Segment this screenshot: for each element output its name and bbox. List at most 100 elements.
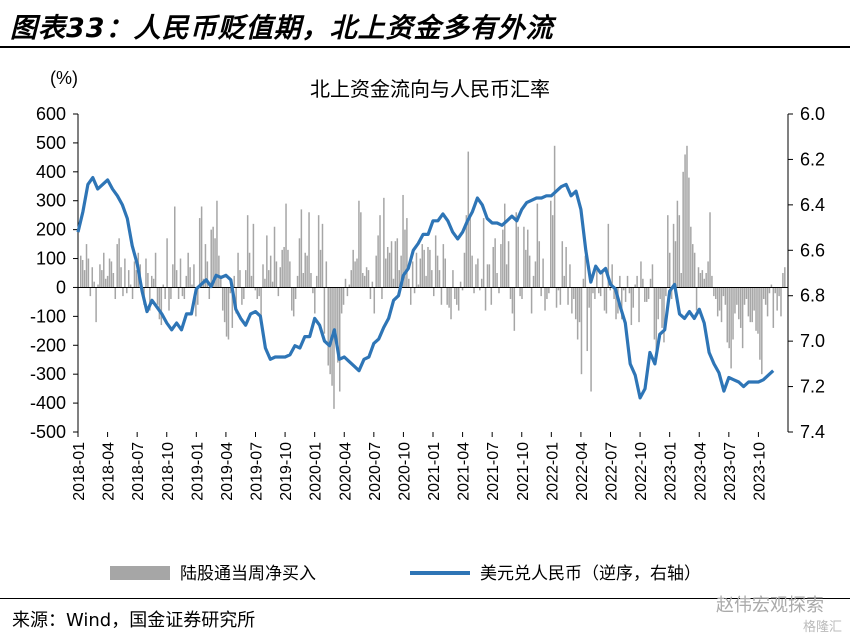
left-tick-label: 300: [36, 191, 66, 211]
bar: [352, 249, 354, 288]
bar: [555, 287, 558, 308]
bar: [281, 249, 283, 288]
bar: [513, 287, 516, 331]
bar: [377, 235, 379, 288]
bar: [613, 287, 615, 300]
bar: [122, 287, 124, 297]
bar: [701, 270, 704, 288]
bar: [645, 287, 648, 302]
bar: [569, 264, 571, 288]
bar: [275, 261, 278, 288]
bar: [703, 278, 706, 288]
bar: [674, 241, 677, 288]
bar: [212, 226, 214, 288]
bar: [770, 284, 773, 288]
x-tick-label: 2019-10: [278, 442, 295, 501]
bar: [198, 218, 201, 288]
x-axis: 2018-01 2018-04 2018-07 2018-10 2019-01 2019-…: [71, 432, 768, 501]
bar: [210, 229, 212, 288]
bar: [80, 255, 82, 288]
bar: [611, 264, 613, 288]
bar: [553, 145, 556, 288]
bar: [291, 287, 293, 311]
bar: [413, 287, 416, 294]
bar: [95, 287, 97, 323]
bar: [81, 259, 84, 288]
bar: [425, 275, 427, 288]
bar: [749, 287, 752, 323]
bar: [204, 244, 207, 288]
bar: [665, 287, 667, 297]
bar: [103, 252, 105, 288]
bar: [505, 264, 508, 288]
bar: [479, 287, 481, 291]
bar: [574, 287, 577, 320]
bar: [436, 255, 439, 288]
right-tick-label: 7.2: [800, 377, 825, 397]
bar: [289, 261, 291, 288]
bar: [197, 287, 199, 305]
bar: [753, 287, 755, 311]
bar: [296, 275, 299, 288]
bar: [707, 261, 709, 288]
x-tick-label: 2021-07: [485, 442, 502, 501]
bar: [454, 287, 456, 300]
bar: [780, 287, 782, 317]
bar: [509, 287, 512, 300]
bar: [406, 218, 408, 288]
bar: [408, 278, 410, 288]
bar: [599, 287, 602, 297]
chart-title: 北上资金流向与人民币汇率: [310, 78, 550, 101]
bar: [158, 287, 161, 320]
bar: [622, 287, 625, 291]
bar: [177, 287, 180, 300]
bar: [492, 246, 494, 288]
bar: [229, 287, 232, 294]
bar: [761, 287, 763, 375]
bar: [469, 218, 471, 288]
left-tick-label: 600: [36, 104, 66, 124]
bar: [91, 267, 94, 288]
bar: [682, 171, 684, 288]
bar: [131, 287, 134, 300]
x-tick-label: 2023-07: [722, 442, 739, 501]
bar: [456, 287, 458, 305]
left-tick-label: -300: [30, 364, 66, 384]
bar: [741, 287, 744, 349]
bar: [716, 287, 719, 317]
bar: [411, 261, 414, 288]
bar: [626, 275, 629, 288]
bar: [691, 244, 694, 288]
x-tick-label: 2020-04: [337, 442, 354, 501]
bar: [624, 287, 627, 302]
bar-series: [80, 145, 786, 409]
bar: [544, 287, 546, 311]
bar: [354, 261, 356, 288]
bar: [237, 252, 239, 288]
right-tick-label: 6.4: [800, 195, 825, 215]
bar: [584, 255, 587, 288]
left-tick-label: 100: [36, 249, 66, 269]
bar: [594, 287, 596, 300]
bar: [530, 287, 533, 314]
bar: [99, 264, 101, 288]
bar: [718, 287, 721, 311]
bar: [597, 287, 600, 294]
bar: [588, 287, 590, 308]
x-tick-label: 2020-10: [396, 442, 413, 501]
bar: [133, 261, 136, 288]
bar: [521, 287, 523, 300]
left-tick-label: -200: [30, 335, 66, 355]
bar: [605, 287, 608, 314]
bar: [448, 287, 450, 308]
bar: [110, 261, 113, 288]
bar: [283, 246, 285, 288]
bar: [596, 270, 598, 288]
x-tick-label: 2018-01: [71, 442, 88, 501]
bar: [258, 287, 260, 297]
bar: [567, 287, 569, 305]
bar: [739, 287, 742, 328]
bar: [421, 244, 423, 288]
bar: [218, 255, 220, 288]
bar: [601, 273, 604, 288]
